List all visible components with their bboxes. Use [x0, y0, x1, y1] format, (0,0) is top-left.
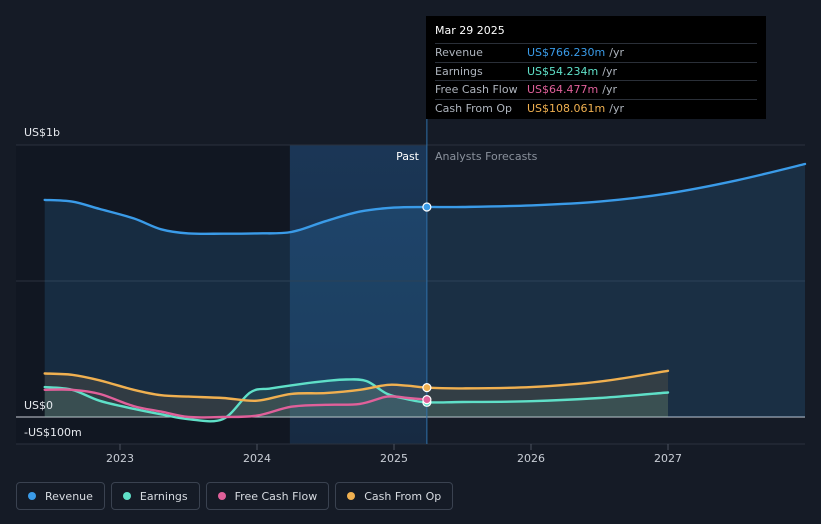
y-axis-label: US$1b — [24, 126, 60, 139]
free-cash-flow-marker — [422, 394, 432, 405]
cash-from-op-dot-icon — [347, 492, 356, 500]
y-axis-label: -US$100m — [24, 426, 82, 439]
revenue-area — [44, 164, 805, 417]
tooltip-value: US$54.234m — [527, 64, 599, 78]
revenue-dot-icon — [28, 492, 36, 500]
tooltip-label: Free Cash Flow — [435, 83, 518, 97]
free-cash-flow-dot-icon — [217, 492, 226, 500]
revenue-line — [43, 162, 807, 236]
tooltip-value: US$766.230m — [527, 46, 606, 60]
cash-from-op-area — [44, 370, 668, 417]
tooltip-unit: /yr — [602, 83, 617, 97]
earnings-line — [43, 378, 670, 423]
tooltip-row-revenue: Revenue US$766.230m /yr — [435, 43, 757, 62]
legend-item-revenue[interactable]: Revenue — [16, 482, 105, 510]
tooltip-label: Earnings — [435, 64, 483, 78]
tooltip-unit: /yr — [602, 64, 617, 78]
x-tick-label: 2027 — [654, 452, 682, 465]
tooltip-value: US$64.477m — [527, 83, 599, 97]
tooltip-date: Mar 29 2025 — [435, 24, 505, 37]
legend-item-cash-from-op[interactable]: Cash From Op — [335, 482, 454, 510]
tooltip-value: US$108.061m — [527, 101, 606, 115]
tooltip-row-free-cash-flow: Free Cash Flow US$64.477m /yr — [435, 80, 757, 99]
tooltip-unit: /yr — [609, 101, 624, 115]
tooltip-label: Cash From Op — [435, 101, 513, 115]
legend-label: Revenue — [45, 489, 93, 503]
x-tick-label: 2026 — [517, 452, 545, 465]
revenue-marker — [422, 202, 432, 212]
cash-from-op-marker — [422, 383, 432, 393]
tooltip-label: Revenue — [435, 46, 483, 60]
legend-item-earnings[interactable]: Earnings — [110, 482, 200, 510]
x-tick-label: 2024 — [243, 452, 271, 465]
tooltip-row-cash-from-op: Cash From Op US$108.061m /yr — [435, 98, 757, 118]
past-label: Past — [396, 150, 420, 163]
x-tick-label: 2023 — [106, 452, 134, 465]
y-axis-label: US$0 — [24, 399, 53, 412]
legend-label: Free Cash Flow — [234, 489, 318, 503]
legend-label: Cash From Op — [364, 489, 442, 503]
earnings-area — [44, 379, 668, 422]
legend-label: Earnings — [139, 489, 188, 503]
tooltip-row-earnings: Earnings US$54.234m /yr — [435, 61, 757, 81]
forecast-label: Analysts Forecasts — [435, 150, 538, 163]
tooltip-unit: /yr — [609, 46, 624, 60]
hover-tooltip: Mar 29 2025 Revenue US$766.230m /yr Earn… — [426, 16, 766, 119]
earnings-dot-icon — [122, 492, 131, 500]
free-cash-flow-line — [43, 388, 429, 419]
x-tick-label: 2025 — [380, 452, 408, 465]
cash-from-op-line — [43, 369, 670, 403]
legend-item-free-cash-flow[interactable]: Free Cash Flow — [205, 482, 330, 510]
chart-legend: Revenue Earnings Free Cash Flow Cash Fro… — [16, 482, 454, 510]
